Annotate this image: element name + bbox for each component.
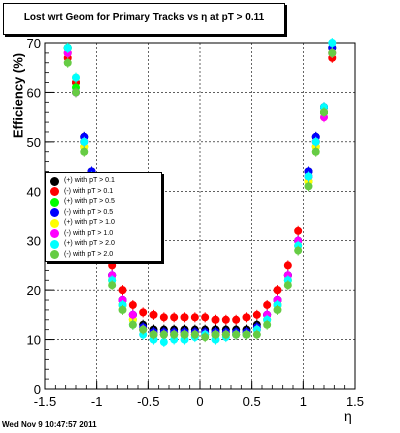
data-point-series-2 <box>139 308 148 317</box>
y-tick-label: 50 <box>27 135 41 150</box>
legend-marker <box>50 197 59 207</box>
y-axis-label: Efficiency (%) <box>10 52 26 139</box>
data-point-series-2 <box>201 313 210 322</box>
data-point-series-7 <box>304 172 313 181</box>
x-axis-label: η <box>344 408 352 424</box>
data-point-series-8 <box>139 325 148 334</box>
legend-marker <box>50 250 59 259</box>
x-tick-label: 0 <box>196 394 203 409</box>
data-point-series-8 <box>232 330 241 339</box>
data-point-series-8 <box>201 333 210 342</box>
y-tick-label: 70 <box>27 36 41 51</box>
data-point-series-8 <box>263 320 272 329</box>
data-point-series-2 <box>159 313 168 322</box>
data-point-series-2 <box>149 310 158 319</box>
data-point-series-8 <box>128 320 137 329</box>
legend-entry: (-) with pT > 0.1 <box>50 187 113 197</box>
legend-label: (+) with pT > 0.5 <box>64 198 115 205</box>
data-point-series-2 <box>211 315 220 324</box>
title-box: Lost wrt Geom for Primary Tracks vs η at… <box>3 3 285 35</box>
timestamp-footer: Wed Nov 9 10:47:57 2011 <box>2 420 97 429</box>
data-point-series-2 <box>273 286 282 295</box>
x-tick-label: 1.5 <box>346 394 364 409</box>
data-point-series-8 <box>72 88 80 97</box>
data-point-series-2 <box>283 261 292 270</box>
legend-entry: (-) with pT > 0.5 <box>50 208 113 218</box>
data-point-series-8 <box>118 305 127 314</box>
legend-label: (-) with pT > 2.0 <box>64 250 114 258</box>
data-point-series-8 <box>294 246 303 255</box>
legend-marker <box>50 229 59 238</box>
data-point-series-8 <box>211 330 220 339</box>
y-tick-label: 20 <box>27 283 41 298</box>
data-point-series-8 <box>159 330 168 339</box>
y-tick-label: 60 <box>27 85 41 100</box>
chart-title: Lost wrt Geom for Primary Tracks vs η at… <box>23 12 265 23</box>
legend-entry: (-) with pT > 1.0 <box>50 229 113 239</box>
data-point-series-2 <box>263 300 272 309</box>
legend-label: (+) with pT > 1.0 <box>64 219 115 226</box>
data-point-series-8 <box>180 330 189 339</box>
data-point-series-7 <box>311 137 320 146</box>
legend-entry: (+) with pT > 1.0 <box>50 218 115 228</box>
legend-label: (-) with pT > 0.5 <box>64 208 114 216</box>
data-point-series-2 <box>118 286 127 295</box>
data-point-series-8 <box>273 305 282 314</box>
data-point-series-7 <box>72 73 80 82</box>
legend-label: (+) with pT > 2.0 <box>64 240 115 247</box>
data-point-series-8 <box>252 330 261 339</box>
legend-marker <box>50 187 59 196</box>
x-tick-label: 1 <box>300 394 307 409</box>
data-point-series-8 <box>63 58 72 67</box>
x-tick-label: -0.5 <box>137 394 159 409</box>
data-point-series-7 <box>80 137 89 146</box>
data-point-series-2 <box>252 310 261 319</box>
legend-entry: (-) with pT > 2.0 <box>50 250 113 260</box>
legend-marker <box>50 176 59 186</box>
data-point-series-8 <box>283 281 292 290</box>
legend-label: (+) with pT > 0.1 <box>64 177 115 184</box>
data-point-series-7 <box>328 39 337 47</box>
x-tick-label: -1.5 <box>34 394 56 409</box>
data-point-series-8 <box>320 108 328 117</box>
data-point-series-8 <box>149 330 158 339</box>
data-point-series-8 <box>304 182 313 191</box>
legend-entry: (+) with pT > 2.0 <box>50 239 115 249</box>
data-point-series-2 <box>170 313 179 322</box>
legend-entry: (+) with pT > 0.1 <box>50 176 115 186</box>
data-point-series-7 <box>159 338 168 347</box>
legend: (+) with pT > 0.1 (-) with pT > 0.1 (+) wi… <box>45 172 162 262</box>
y-tick-label: 10 <box>27 333 41 348</box>
tick-labels: -1.5 -1 -0.5 0 0.5 1 1.5 0 10 20 30 40 50 60 70 <box>27 36 365 409</box>
data-point-series-8 <box>190 330 199 339</box>
data-point-series-2 <box>108 261 117 270</box>
data-point-series-2 <box>128 300 137 309</box>
data-point-series-7 <box>63 43 72 52</box>
data-point-series-8 <box>170 330 179 339</box>
data-point-series-8 <box>311 147 320 156</box>
legend-marker <box>50 218 59 228</box>
x-tick-label: -1 <box>91 394 103 409</box>
data-point-series-8 <box>328 48 337 57</box>
x-tick-label: 0.5 <box>243 394 261 409</box>
legend-label: (-) with pT > 0.1 <box>64 187 114 195</box>
data-point-series-2 <box>180 313 189 322</box>
data-point-series-8 <box>221 330 230 339</box>
y-tick-label: 40 <box>27 184 41 199</box>
legend-entry: (+) with pT > 0.5 <box>50 197 115 207</box>
y-tick-label: 30 <box>27 234 41 249</box>
data-point-series-2 <box>232 315 241 324</box>
legend-label: (-) with pT > 1.0 <box>64 229 114 237</box>
y-tick-label: 0 <box>34 382 41 397</box>
data-point-series-8 <box>80 147 89 156</box>
data-point-series-8 <box>108 281 117 290</box>
data-point-series-2 <box>221 315 230 324</box>
legend-marker <box>50 239 59 249</box>
data-point-series-2 <box>242 313 251 322</box>
data-point-series-2 <box>190 313 199 322</box>
data-point-series-8 <box>242 330 251 339</box>
data-point-series-2 <box>294 226 303 235</box>
legend-marker <box>50 208 59 217</box>
data-point-series-6 <box>128 310 137 319</box>
